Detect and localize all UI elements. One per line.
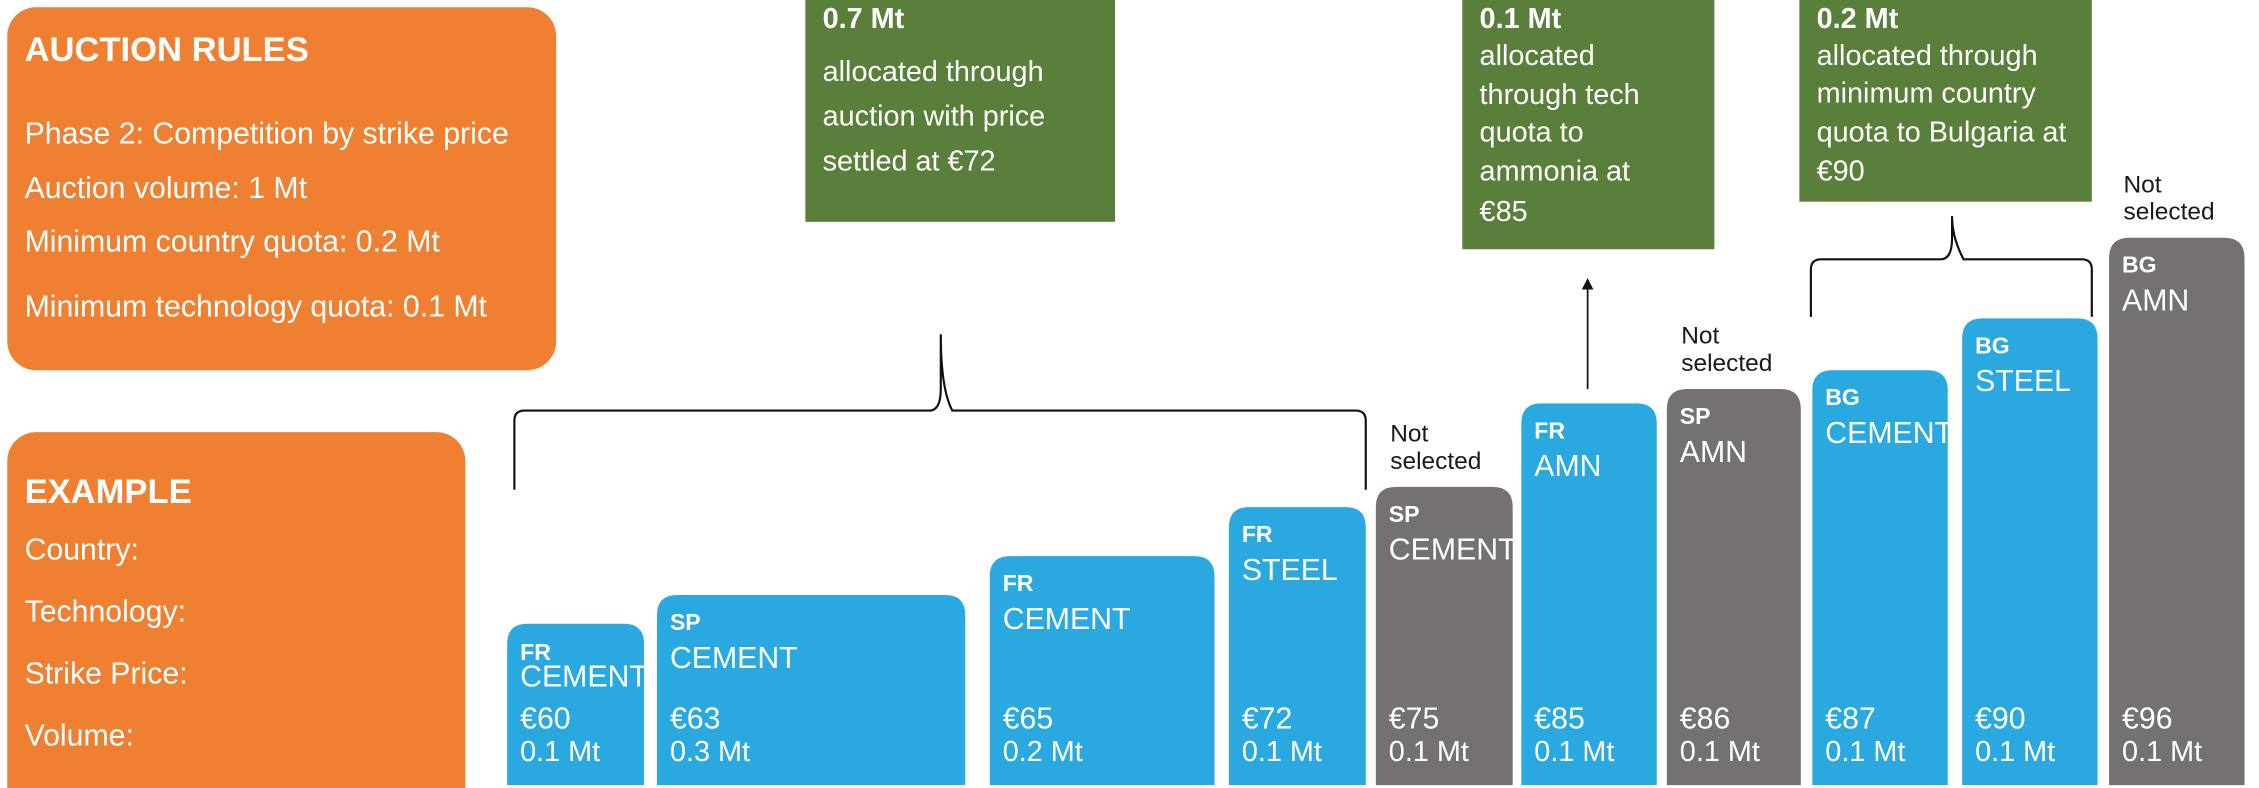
example-label: Country: (25, 534, 139, 567)
not-selected-note: Not (2124, 171, 2162, 198)
bar-price: €60 (520, 702, 570, 735)
bar-country: SP (1389, 501, 1420, 527)
callout-line: €90 (1817, 155, 1865, 187)
bar-technology: AMN (1680, 436, 1747, 469)
bar (1521, 403, 1657, 786)
bar-volume: 0.2 Mt (1003, 736, 1083, 768)
example-label: Volume: (25, 720, 134, 753)
bar-country: BG (1975, 332, 2010, 358)
bar-price: €90 (1975, 702, 2025, 735)
bar-volume: 0.3 Mt (670, 736, 750, 768)
brace (513, 334, 1367, 490)
bar-volume: 0.1 Mt (520, 736, 600, 768)
bar-volume: 0.1 Mt (1242, 736, 1322, 768)
bar-price: €85 (1534, 702, 1584, 735)
not-selected-note: Not (1390, 421, 1428, 448)
bar (2109, 237, 2245, 786)
callout-line: €85 (1480, 196, 1528, 228)
bar (989, 556, 1215, 786)
not-selected-note: selected (2124, 199, 2215, 226)
bar (1228, 507, 1366, 786)
example-title: EXAMPLE (25, 473, 192, 511)
callout-line: allocated through (823, 56, 1044, 88)
bar-technology: STEEL (1242, 554, 1338, 587)
callout-line: settled at €72 (823, 145, 996, 177)
callout-line: allocated (1480, 40, 1595, 72)
bar (1962, 318, 2098, 786)
bar (1666, 388, 1801, 786)
callout-line: auction with price (823, 101, 1046, 133)
rule-item: Minimum technology quota: 0.1 Mt (25, 290, 488, 323)
callout-line: ammonia at (1480, 155, 1630, 187)
rules-box (7, 7, 557, 371)
bar-country: FR (1003, 570, 1034, 596)
callout-amount: 0.1 Mt (1480, 3, 1562, 35)
callout-box (1799, 0, 2092, 202)
not-selected-note: selected (1681, 350, 1772, 377)
bar-country: FR (520, 639, 551, 665)
bar-volume: 0.1 Mt (2122, 736, 2202, 768)
callout-amount: 0.7 Mt (823, 3, 905, 35)
callout-amount: 0.2 Mt (1817, 3, 1899, 35)
rule-item: Auction volume: 1 Mt (25, 172, 308, 205)
bar-country: SP (670, 609, 701, 635)
callout-box (1462, 0, 1715, 250)
callout-line: through tech (1480, 79, 1640, 111)
bar-technology: AMN (1534, 450, 1601, 483)
brace (1809, 216, 2093, 317)
callout-line: minimum country (1817, 78, 2037, 110)
bar-price: €87 (1825, 702, 1875, 735)
bar-price: €63 (670, 702, 720, 735)
example-label: Technology: (25, 596, 186, 629)
bar-technology: CEMENT (1825, 417, 1953, 450)
example-box (7, 432, 466, 788)
bar-technology: CEMENT (670, 642, 798, 675)
bar (1812, 370, 1948, 786)
example-label: Strike Price: (25, 658, 188, 691)
bar-volume: 0.1 Mt (1975, 736, 2055, 768)
rule-item: Minimum country quota: 0.2 Mt (25, 225, 441, 258)
bar-country: SP (1680, 403, 1711, 429)
bar-country: FR (1534, 417, 1565, 443)
bar-volume: 0.1 Mt (1534, 736, 1614, 768)
callout-line: allocated through (1817, 40, 2038, 72)
bar-technology: CEMENT (520, 660, 648, 693)
bar-country: FR (1242, 521, 1273, 547)
bar-volume: 0.1 Mt (1389, 736, 1469, 768)
bar-technology: CEMENT (1003, 603, 1131, 636)
rules-title: AUCTION RULES (25, 31, 309, 69)
bar-volume: 0.1 Mt (1680, 736, 1760, 768)
bar-technology: STEEL (1975, 365, 2071, 398)
bar-country: BG (1825, 384, 1860, 410)
bar-price: €75 (1389, 702, 1439, 735)
bar-price: €96 (2122, 702, 2172, 735)
bar (656, 594, 966, 786)
bar-volume: 0.1 Mt (1825, 736, 1905, 768)
bar-price: €65 (1003, 702, 1053, 735)
bar (1375, 486, 1513, 786)
rule-item: Phase 2: Competition by strike price (25, 117, 509, 150)
bar-country: BG (2122, 252, 2157, 278)
callout-box (805, 0, 1116, 222)
not-selected-note: selected (1390, 448, 1481, 475)
callout-line: quota to (1480, 117, 1584, 149)
arrow-head (1581, 278, 1594, 290)
bar-technology: AMN (2122, 285, 2189, 318)
callout-line: quota to Bulgaria at (1817, 117, 2067, 149)
bar-price: €86 (1680, 702, 1730, 735)
bar (507, 623, 645, 786)
not-selected-note: Not (1681, 323, 1719, 350)
bar-technology: CEMENT (1389, 534, 1517, 567)
bar-price: €72 (1242, 702, 1292, 735)
